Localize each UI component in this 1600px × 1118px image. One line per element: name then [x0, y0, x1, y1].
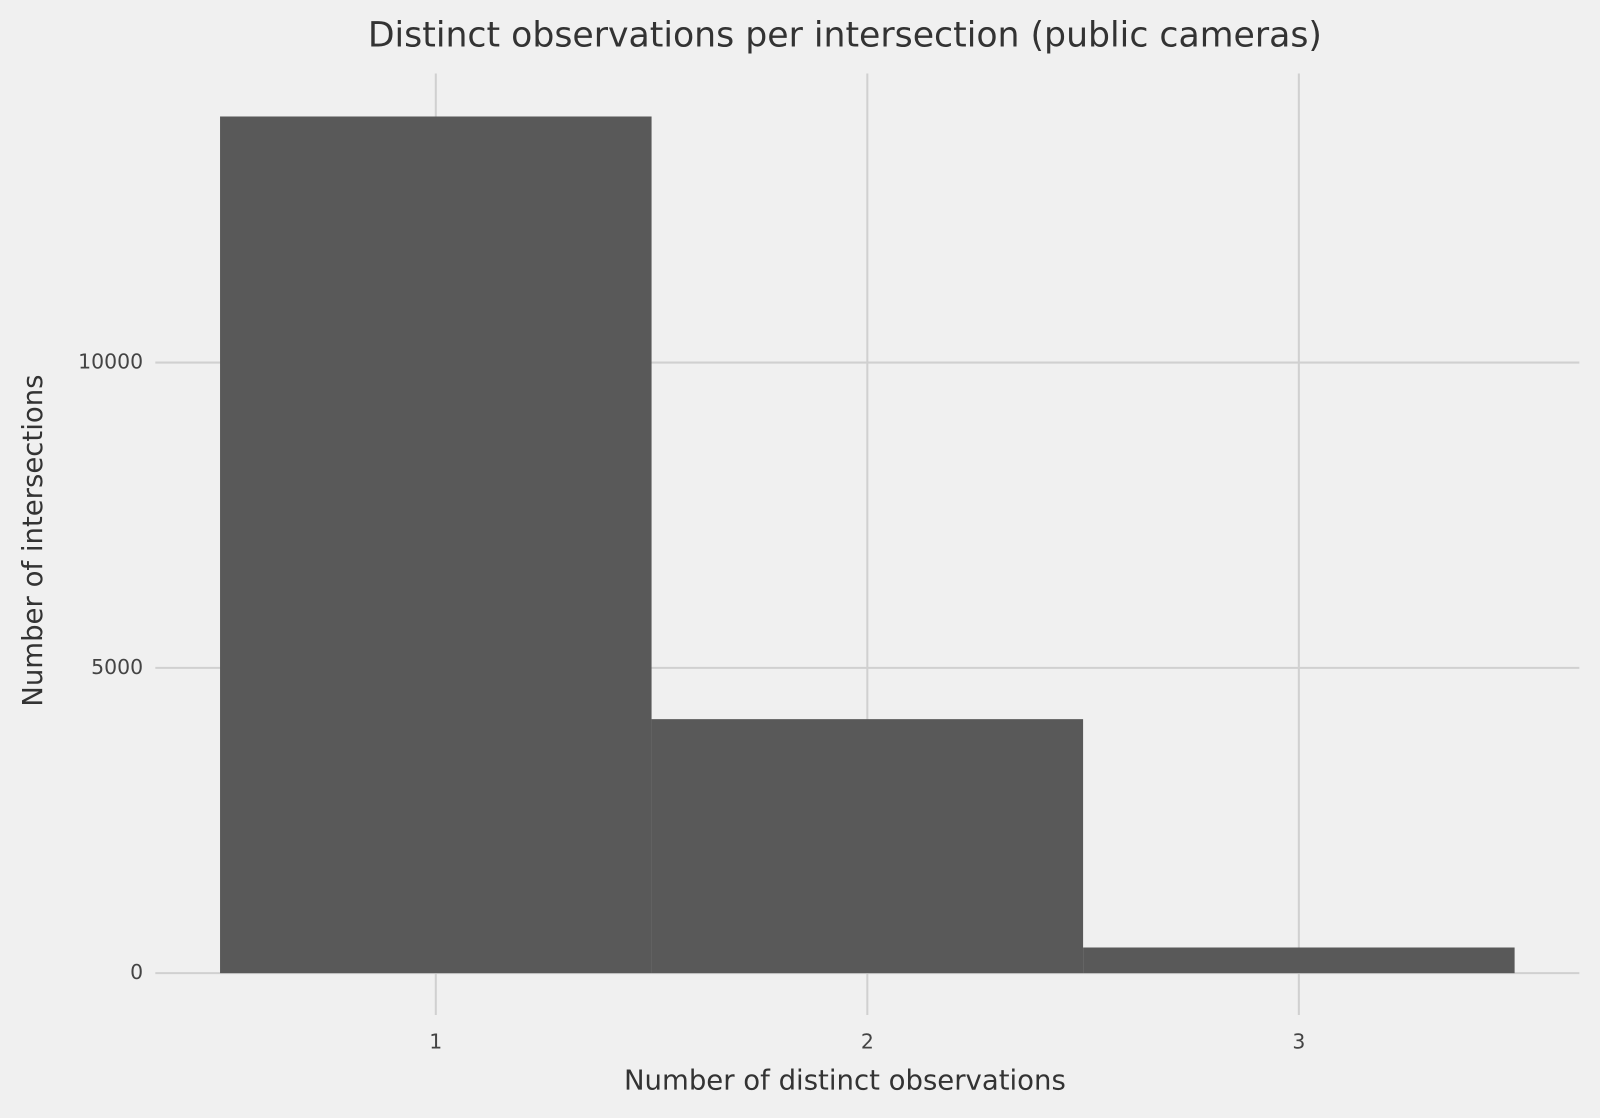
y-tick-label: 10000 — [78, 350, 143, 374]
bar — [1083, 947, 1515, 974]
y-axis-label: Number of intersections — [17, 374, 49, 706]
bar — [651, 719, 1084, 974]
y-tick-label: 5000 — [91, 655, 143, 679]
x-tick-label: 2 — [861, 1030, 874, 1054]
x-tick-label: 1 — [429, 1030, 442, 1054]
x-axis-label: Number of distinct observations — [624, 1064, 1066, 1096]
y-tick-label: 0 — [130, 960, 143, 984]
bar — [220, 116, 652, 974]
x-tick-label: 3 — [1292, 1030, 1305, 1054]
chart-title: Distinct observations per intersection (… — [368, 16, 1322, 56]
